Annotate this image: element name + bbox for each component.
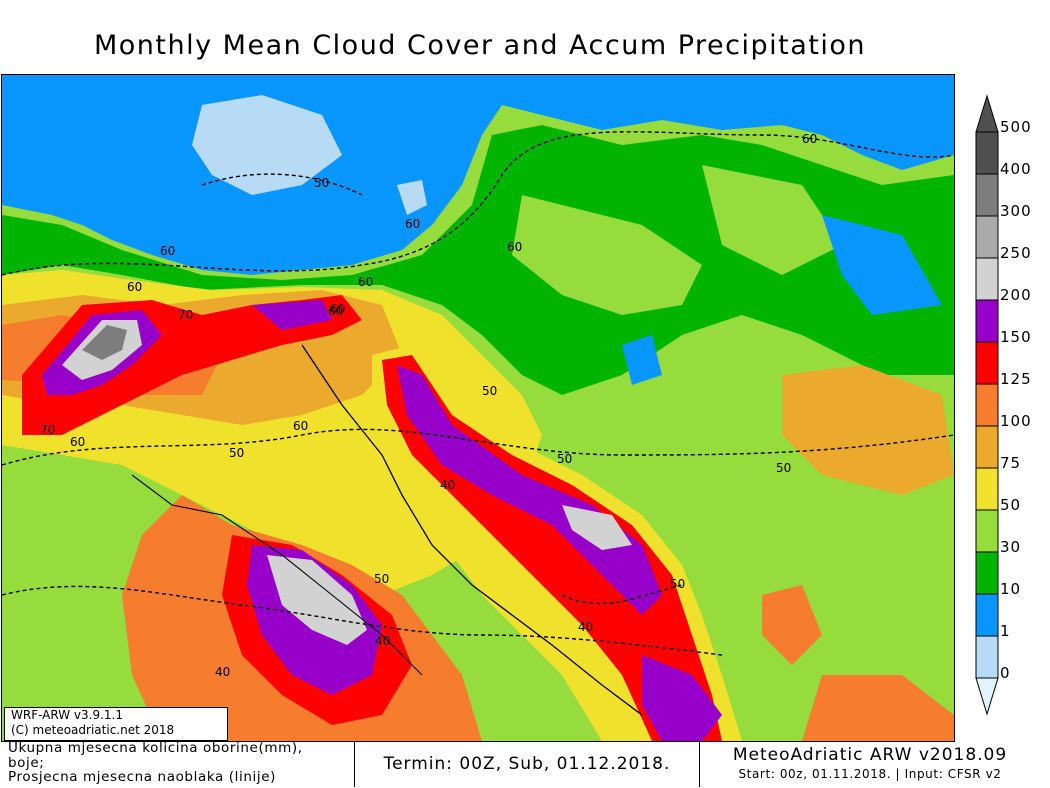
description-line-1: Ukupna mjesecna kolicina oborine(mm), — [8, 740, 303, 756]
legend-label-250: 250 — [1000, 244, 1032, 262]
colorbar-swatch — [975, 635, 999, 679]
contour-label: 50 — [776, 461, 791, 475]
colorbar-swatch — [975, 257, 999, 301]
contour-label: 40 — [375, 634, 390, 648]
contour-label: 50 — [374, 572, 389, 586]
brand-text: MeteoAdriatic ARW v2018.09 — [732, 745, 1008, 765]
legend-label-50: 50 — [1000, 496, 1022, 514]
map-field: 50 60 60 60 60 60 60 70 70 60 60 50 60 4… — [2, 75, 954, 741]
contour-label: 70 — [40, 423, 55, 437]
termin-text: Termin: 00Z, Sub, 01.12.2018. — [383, 754, 671, 774]
legend-label-150: 150 — [1000, 328, 1032, 346]
contour-label: 40 — [215, 665, 230, 679]
legend-label-30: 30 — [1000, 538, 1022, 556]
start-text: Start: 00z, 01.11.2018. | Input: CFSR v2 — [738, 767, 1002, 781]
contour-label: 50 — [482, 384, 497, 398]
contour-label: 50 — [670, 577, 685, 591]
footer: Ukupna mjesecna kolicina oborine(mm), bo… — [0, 741, 1050, 788]
contour-label: 60 — [330, 302, 345, 316]
contour-label: 50 — [557, 452, 572, 466]
contour-label: 70 — [178, 308, 193, 322]
map-title: Monthly Mean Cloud Cover and Accum Preci… — [93, 30, 866, 61]
contour-label: 60 — [127, 280, 142, 294]
colorbar-swatch — [975, 551, 999, 595]
contour-label: 60 — [507, 240, 522, 254]
colorbar-swatch — [975, 299, 999, 343]
contour-label: 50 — [314, 176, 329, 190]
precipitation-map: 50 60 60 60 60 60 60 70 70 60 60 50 60 4… — [1, 74, 955, 742]
colorbar-swatch — [975, 215, 999, 259]
contour-label: 60 — [293, 419, 308, 433]
description-line-2: boje; — [8, 754, 45, 771]
legend-label-1: 1 — [1000, 622, 1011, 640]
colorbar-swatch — [975, 383, 999, 427]
colorbar-swatch — [975, 173, 999, 217]
colorbar — [975, 94, 999, 716]
contour-label: 60 — [405, 217, 420, 231]
colorbar-swatch — [975, 131, 999, 175]
legend-label-500: 500 — [1000, 118, 1032, 136]
footer-brand: MeteoAdriatic ARW v2018.09 Start: 00z, 0… — [700, 741, 1040, 787]
legend-label-300: 300 — [1000, 202, 1032, 220]
colorbar-swatch — [975, 467, 999, 511]
footer-description: Ukupna mjesecna kolicina oborine(mm), bo… — [8, 741, 350, 787]
contour-label: 60 — [328, 304, 343, 318]
contour-label: 60 — [358, 275, 373, 289]
legend-label-200: 200 — [1000, 286, 1032, 304]
model-version: WRF-ARW v3.9.1.1 — [11, 708, 123, 722]
contour-label: 40 — [578, 620, 593, 634]
contour-label: 60 — [70, 435, 85, 449]
colorbar-swatch — [975, 341, 999, 385]
description-line-3: Prosjecna mjesecna naoblaka (linije) — [8, 769, 276, 785]
contour-label: 40 — [440, 478, 455, 492]
model-info-box: WRF-ARW v3.9.1.1 (C) meteoadriatic.net 2… — [4, 707, 228, 741]
contour-label: 50 — [229, 446, 244, 460]
legend-label-75: 75 — [1000, 454, 1022, 472]
colorbar-cap-low — [975, 677, 999, 716]
footer-termin: Termin: 00Z, Sub, 01.12.2018. — [354, 741, 700, 787]
model-copyright: (C) meteoadriatic.net 2018 — [11, 723, 175, 737]
legend-label-0: 0 — [1000, 664, 1011, 682]
colorbar-swatch — [975, 425, 999, 469]
colorbar-swatch — [975, 593, 999, 637]
legend-label-125: 125 — [1000, 370, 1032, 388]
colorbar-cap-high — [975, 94, 999, 133]
legend-label-100: 100 — [1000, 412, 1032, 430]
legend-label-10: 10 — [1000, 580, 1022, 598]
contour-label: 60 — [160, 244, 175, 258]
legend-label-400: 400 — [1000, 160, 1032, 178]
contour-label: 60 — [802, 132, 817, 146]
colorbar-swatch — [975, 509, 999, 553]
